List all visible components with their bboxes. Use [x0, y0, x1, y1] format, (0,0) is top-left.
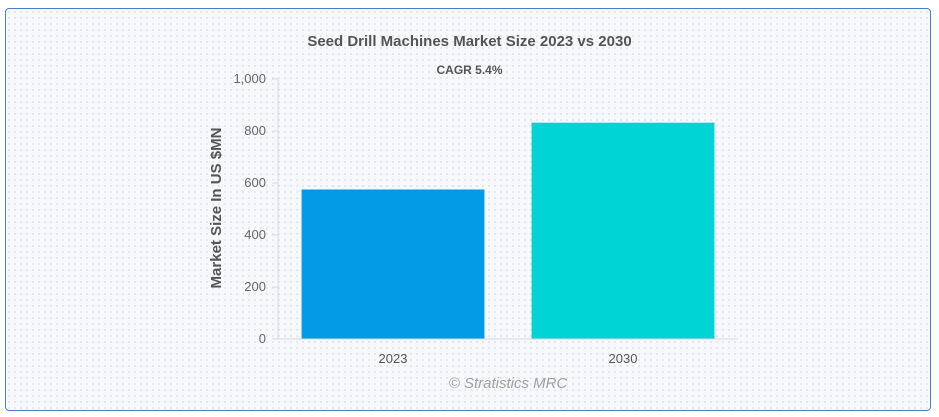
chart-title: Seed Drill Machines Market Size 2023 vs …: [307, 33, 632, 50]
y-tick-label: 800: [244, 123, 266, 138]
credit-watermark: © Stratistics MRC: [448, 375, 568, 392]
y-tick-label: 1,000: [233, 71, 266, 86]
bars: [301, 122, 715, 340]
y-axis: 0 200 400 600 800 1,000: [233, 71, 279, 346]
chart-subtitle: CAGR 5.4%: [436, 63, 503, 77]
y-tick-label: 200: [244, 279, 266, 294]
y-axis-label: Market Size In US $MN: [208, 128, 225, 289]
x-tick-label: 2030: [609, 351, 638, 366]
x-tick-label: 2023: [379, 351, 408, 366]
y-tick-label: 400: [244, 227, 266, 242]
y-tick-label: 0: [259, 331, 266, 346]
bar-2030[interactable]: [531, 122, 715, 340]
y-tick-label: 600: [244, 175, 266, 190]
x-axis: 2023 2030: [278, 338, 738, 366]
bar-2023[interactable]: [301, 189, 485, 340]
